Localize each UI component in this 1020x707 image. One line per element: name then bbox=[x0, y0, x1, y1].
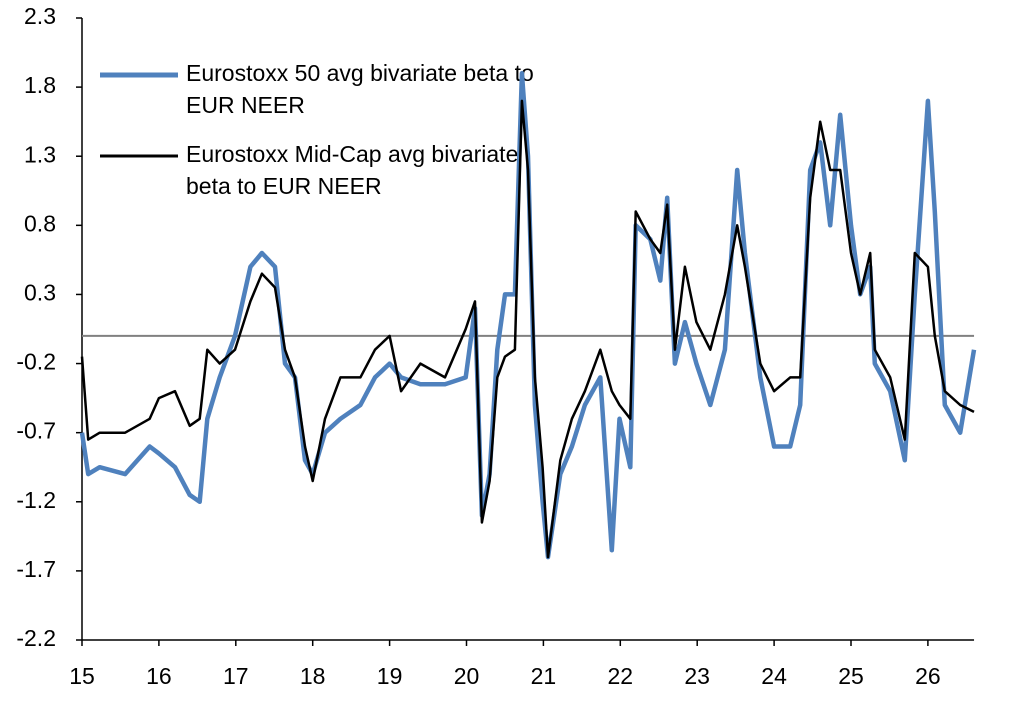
y-tick-label: -1.2 bbox=[16, 487, 56, 513]
legend-label: Eurostoxx Mid-Cap avg bivariate beta to E… bbox=[186, 141, 518, 199]
x-tick-label: 21 bbox=[531, 663, 557, 689]
x-tick-label: 26 bbox=[915, 663, 941, 689]
x-tick-label: 17 bbox=[223, 663, 249, 689]
legend-label-line: Eurostoxx Mid-Cap avg bivariate bbox=[186, 141, 518, 167]
y-tick-label: -0.7 bbox=[16, 418, 56, 444]
x-tick-label: 15 bbox=[69, 663, 95, 689]
y-tick-label: 0.8 bbox=[24, 210, 56, 236]
y-tick-label: 1.3 bbox=[24, 141, 56, 167]
legend-label-line: EUR NEER bbox=[186, 92, 305, 118]
y-tick-label: -1.7 bbox=[16, 556, 56, 582]
y-tick-label: 2.3 bbox=[24, 3, 56, 29]
legend-label: Eurostoxx 50 avg bivariate beta to EUR NE… bbox=[186, 60, 534, 118]
x-tick-label: 24 bbox=[761, 663, 787, 689]
y-tick-label: 1.8 bbox=[24, 72, 56, 98]
x-tick-label: 16 bbox=[146, 663, 172, 689]
legend-label-line: Eurostoxx 50 avg bivariate beta to bbox=[186, 60, 534, 86]
legend-label-line: beta to EUR NEER bbox=[186, 173, 382, 199]
y-tick-label: 0.3 bbox=[24, 280, 56, 306]
y-tick-label: -2.2 bbox=[16, 625, 56, 651]
y-tick-label: -0.2 bbox=[16, 349, 56, 375]
x-tick-label: 23 bbox=[684, 663, 710, 689]
x-tick-label: 22 bbox=[608, 663, 634, 689]
x-tick-label: 20 bbox=[454, 663, 480, 689]
x-tick-label: 25 bbox=[838, 663, 864, 689]
x-tick-label: 19 bbox=[377, 663, 403, 689]
x-tick-label: 18 bbox=[300, 663, 326, 689]
series-line bbox=[80, 99, 975, 559]
legend: Eurostoxx 50 avg bivariate beta to EUR NE… bbox=[100, 60, 534, 199]
